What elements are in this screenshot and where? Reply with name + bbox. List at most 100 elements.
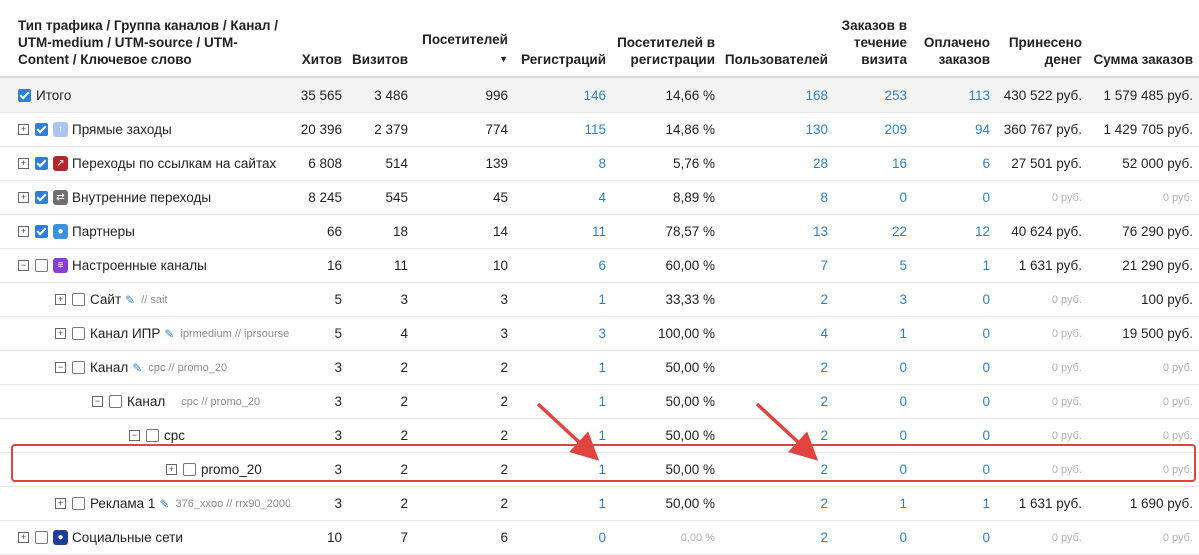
column-header-orders_visit[interactable]: Заказов в течение визита xyxy=(834,0,913,78)
collapse-toggle[interactable]: − xyxy=(18,260,29,271)
cell-registrations[interactable]: 11 xyxy=(514,214,612,249)
edit-icon[interactable]: ✎ xyxy=(125,292,136,307)
column-header-hits[interactable]: Хитов xyxy=(290,0,348,78)
cell-paid_orders[interactable]: 0 xyxy=(913,350,996,385)
cell-registrations[interactable]: 115 xyxy=(514,112,612,147)
row-checkbox[interactable] xyxy=(35,157,48,170)
channel-name[interactable]: promo_20 xyxy=(201,462,262,477)
cell-users[interactable]: 130 xyxy=(721,112,834,147)
cell-paid_orders[interactable]: 0 xyxy=(913,452,996,487)
cell-registrations[interactable]: 1 xyxy=(514,418,612,453)
cell-registrations[interactable]: 0 xyxy=(514,520,612,555)
channel-name[interactable]: Канал ИПР xyxy=(90,326,161,341)
expand-toggle[interactable]: + xyxy=(55,294,66,305)
expand-toggle[interactable]: + xyxy=(18,532,29,543)
row-checkbox[interactable] xyxy=(35,259,48,272)
channel-name[interactable]: Реклама 1 xyxy=(90,496,156,511)
cell-users[interactable]: 8 xyxy=(721,180,834,215)
edit-icon[interactable]: ✎ xyxy=(159,496,170,511)
column-header-users[interactable]: Пользователей xyxy=(721,0,834,78)
cell-users[interactable]: 28 xyxy=(721,146,834,181)
cell-orders_visit[interactable]: 1 xyxy=(834,316,913,351)
cell-orders_visit[interactable]: 253 xyxy=(834,77,913,113)
cell-users[interactable]: 7 xyxy=(721,248,834,283)
cell-paid_orders[interactable]: 0 xyxy=(913,418,996,453)
row-checkbox[interactable] xyxy=(35,123,48,136)
row-checkbox[interactable] xyxy=(183,463,196,476)
cell-users[interactable]: 2 xyxy=(721,486,834,521)
row-checkbox[interactable] xyxy=(72,293,85,306)
row-checkbox[interactable] xyxy=(72,327,85,340)
collapse-toggle[interactable]: − xyxy=(92,396,103,407)
cell-registrations[interactable]: 1 xyxy=(514,486,612,521)
cell-users[interactable]: 2 xyxy=(721,282,834,317)
column-header-visitors_reg[interactable]: Посетителей в регистрации xyxy=(612,0,721,78)
cell-paid_orders[interactable]: 0 xyxy=(913,180,996,215)
channel-name[interactable]: Переходы по ссылкам на сайтах xyxy=(72,156,277,171)
channel-name[interactable]: Социальные сети xyxy=(72,530,183,545)
channel-name[interactable]: Итого xyxy=(36,87,72,103)
cell-registrations[interactable]: 1 xyxy=(514,350,612,385)
row-checkbox[interactable] xyxy=(72,361,85,374)
cell-paid_orders[interactable]: 1 xyxy=(913,486,996,521)
cell-paid_orders[interactable]: 0 xyxy=(913,282,996,317)
cell-registrations[interactable]: 146 xyxy=(514,77,612,113)
row-checkbox[interactable] xyxy=(35,225,48,238)
channel-name[interactable]: cpc xyxy=(164,428,186,443)
cell-registrations[interactable]: 6 xyxy=(514,248,612,283)
cell-paid_orders[interactable]: 0 xyxy=(913,384,996,419)
cell-paid_orders[interactable]: 1 xyxy=(913,248,996,283)
cell-orders_visit[interactable]: 22 xyxy=(834,214,913,249)
cell-registrations[interactable]: 1 xyxy=(514,282,612,317)
collapse-toggle[interactable]: − xyxy=(55,362,66,373)
cell-orders_visit[interactable]: 3 xyxy=(834,282,913,317)
channel-name[interactable]: Канал xyxy=(90,360,129,375)
channel-name[interactable]: Сайт xyxy=(90,292,122,307)
cell-orders_visit[interactable]: 0 xyxy=(834,520,913,555)
cell-registrations[interactable]: 8 xyxy=(514,146,612,181)
row-checkbox[interactable] xyxy=(35,191,48,204)
channel-name[interactable]: Прямые заходы xyxy=(72,122,172,137)
cell-paid_orders[interactable]: 12 xyxy=(913,214,996,249)
column-header-visitors[interactable]: Посетителей ▼ xyxy=(414,0,514,78)
cell-users[interactable]: 2 xyxy=(721,520,834,555)
cell-users[interactable]: 2 xyxy=(721,452,834,487)
expand-toggle[interactable]: + xyxy=(18,158,29,169)
cell-registrations[interactable]: 1 xyxy=(514,452,612,487)
column-header-visits[interactable]: Визитов xyxy=(348,0,414,78)
column-header-registrations[interactable]: Регистраций xyxy=(514,0,612,78)
column-header-revenue[interactable]: Принесено денег xyxy=(996,0,1088,78)
cell-registrations[interactable]: 3 xyxy=(514,316,612,351)
column-header-name[interactable]: Тип трафика / Группа каналов / Канал / U… xyxy=(0,0,290,78)
cell-registrations[interactable]: 1 xyxy=(514,384,612,419)
column-header-paid_orders[interactable]: Оплачено заказов xyxy=(913,0,996,78)
cell-orders_visit[interactable]: 0 xyxy=(834,384,913,419)
cell-orders_visit[interactable]: 209 xyxy=(834,112,913,147)
cell-orders_visit[interactable]: 0 xyxy=(834,452,913,487)
cell-users[interactable]: 2 xyxy=(721,418,834,453)
expand-toggle[interactable]: + xyxy=(166,464,177,475)
cell-orders_visit[interactable]: 0 xyxy=(834,418,913,453)
cell-orders_visit[interactable]: 0 xyxy=(834,180,913,215)
row-checkbox[interactable] xyxy=(146,429,159,442)
cell-registrations[interactable]: 4 xyxy=(514,180,612,215)
channel-name[interactable]: Настроенные каналы xyxy=(72,258,207,273)
sort-desc-icon[interactable]: ▼ xyxy=(499,54,508,64)
cell-users[interactable]: 2 xyxy=(721,350,834,385)
cell-paid_orders[interactable]: 0 xyxy=(913,316,996,351)
cell-orders_visit[interactable]: 16 xyxy=(834,146,913,181)
channel-name[interactable]: Партнеры xyxy=(72,224,135,239)
cell-orders_visit[interactable]: 1 xyxy=(834,486,913,521)
expand-toggle[interactable]: + xyxy=(55,328,66,339)
cell-users[interactable]: 13 xyxy=(721,214,834,249)
collapse-toggle[interactable]: − xyxy=(129,430,140,441)
edit-icon[interactable]: ✎ xyxy=(132,360,143,375)
cell-orders_visit[interactable]: 5 xyxy=(834,248,913,283)
cell-paid_orders[interactable]: 6 xyxy=(913,146,996,181)
cell-users[interactable]: 168 xyxy=(721,77,834,113)
expand-toggle[interactable]: + xyxy=(55,498,66,509)
expand-toggle[interactable]: + xyxy=(18,226,29,237)
row-checkbox[interactable] xyxy=(18,88,31,102)
channel-name[interactable]: Внутренние переходы xyxy=(72,190,212,205)
expand-toggle[interactable]: + xyxy=(18,192,29,203)
